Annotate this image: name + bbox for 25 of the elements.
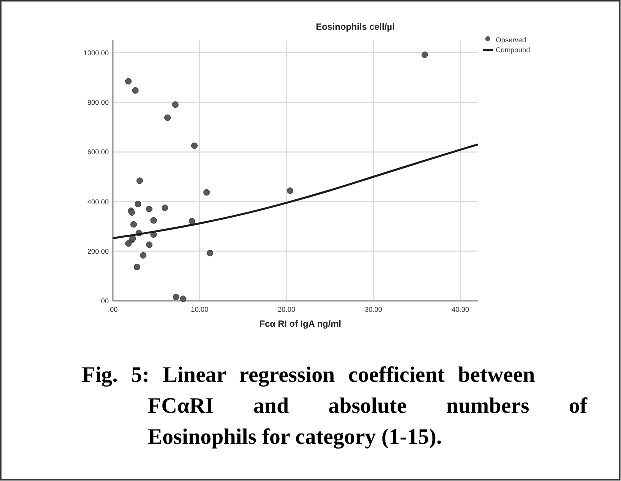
point xyxy=(134,201,142,208)
point xyxy=(207,250,214,257)
point xyxy=(150,217,158,224)
line-series xyxy=(112,144,479,240)
point xyxy=(125,78,132,85)
point xyxy=(140,252,147,259)
point xyxy=(132,87,139,94)
point xyxy=(130,221,138,228)
point xyxy=(162,204,168,212)
x-axis-title: Fcα RI of IgA ng/ml xyxy=(260,319,342,329)
point xyxy=(173,294,180,301)
point xyxy=(146,206,153,212)
point xyxy=(287,188,294,194)
caption: Fig. 5: Linear regression coefficient between FCαRI and absolute numbers of Eosinophils for category (1-15). xyxy=(82,362,588,449)
point xyxy=(180,296,187,302)
point xyxy=(422,52,428,58)
point xyxy=(204,189,210,196)
point xyxy=(172,102,179,108)
point xyxy=(188,218,196,225)
chart-title: Eosinophils cell/µl xyxy=(316,22,395,32)
point xyxy=(134,264,141,271)
point xyxy=(164,114,171,122)
point xyxy=(191,142,198,150)
point xyxy=(136,178,144,184)
point xyxy=(146,242,153,248)
